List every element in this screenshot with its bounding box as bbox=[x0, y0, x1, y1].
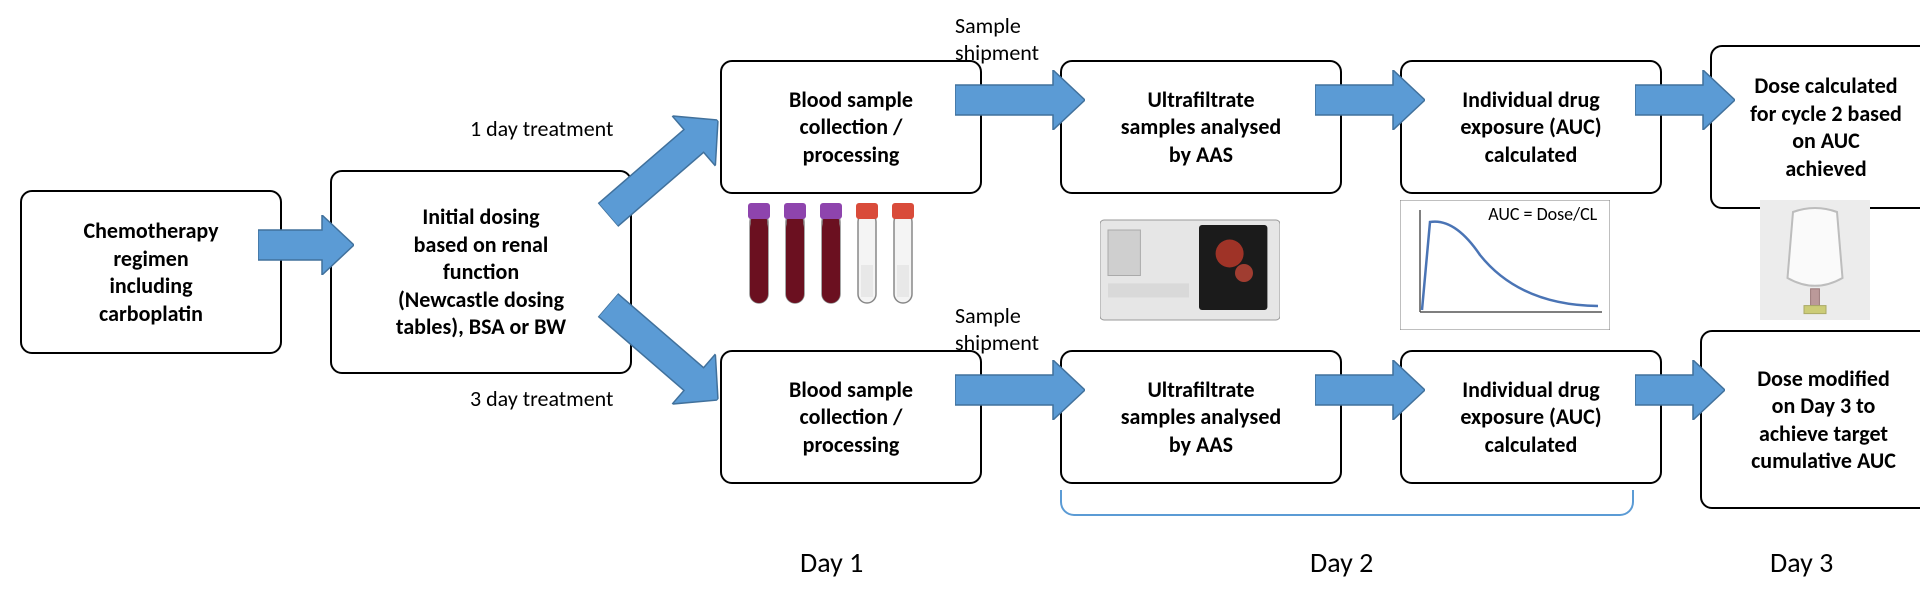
label-l_ship_b: Sampleshipment bbox=[955, 302, 1039, 356]
arrow-e3t bbox=[955, 70, 1085, 130]
node-n_initial: Initial dosingbased on renalfunction(New… bbox=[330, 170, 632, 374]
label-d2: Day 2 bbox=[1310, 545, 1373, 580]
auc_curve-icon: AUC = Dose/CL bbox=[1400, 200, 1610, 330]
arrow-e3b bbox=[955, 360, 1085, 420]
tubes-icon bbox=[740, 195, 930, 315]
arrow-e4t bbox=[1315, 70, 1425, 130]
node-n_dose_b: Dose modifiedon Day 3 toachieve targetcu… bbox=[1700, 330, 1920, 509]
node-n_auc_t: Individual drugexposure (AUC)calculated bbox=[1400, 60, 1662, 194]
node-n_blood_b: Blood samplecollection /processing bbox=[720, 350, 982, 484]
label-d3: Day 3 bbox=[1770, 545, 1833, 580]
label-l_1day: 1 day treatment bbox=[470, 115, 613, 142]
day2-bracket bbox=[1060, 490, 1634, 516]
arrow-e5b bbox=[1635, 360, 1725, 420]
node-n_regimen: Chemotherapyregimenincludingcarboplatin bbox=[20, 190, 282, 354]
flowchart-stage: Chemotherapyregimenincludingcarboplatin I… bbox=[0, 0, 1920, 600]
label-d1: Day 1 bbox=[800, 545, 863, 580]
node-n_auc_b: Individual drugexposure (AUC)calculated bbox=[1400, 350, 1662, 484]
instrument-icon bbox=[1100, 195, 1280, 325]
node-n_uf_t: Ultrafiltratesamples analysedby AAS bbox=[1060, 60, 1342, 194]
arrow-e4b bbox=[1315, 360, 1425, 420]
node-n_uf_b: Ultrafiltratesamples analysedby AAS bbox=[1060, 350, 1342, 484]
arrow-e1 bbox=[258, 215, 354, 275]
arrow-e5t bbox=[1635, 70, 1735, 130]
label-l_3day: 3 day treatment bbox=[470, 385, 613, 412]
iv_bag-icon bbox=[1760, 200, 1870, 320]
node-n_blood_t: Blood samplecollection /processing bbox=[720, 60, 982, 194]
node-n_dose_t: Dose calculatedfor cycle 2 basedon AUCac… bbox=[1710, 45, 1920, 209]
label-l_ship_t: Sampleshipment bbox=[955, 12, 1039, 66]
svg-text:AUC = Dose/CL: AUC = Dose/CL bbox=[1488, 203, 1597, 225]
